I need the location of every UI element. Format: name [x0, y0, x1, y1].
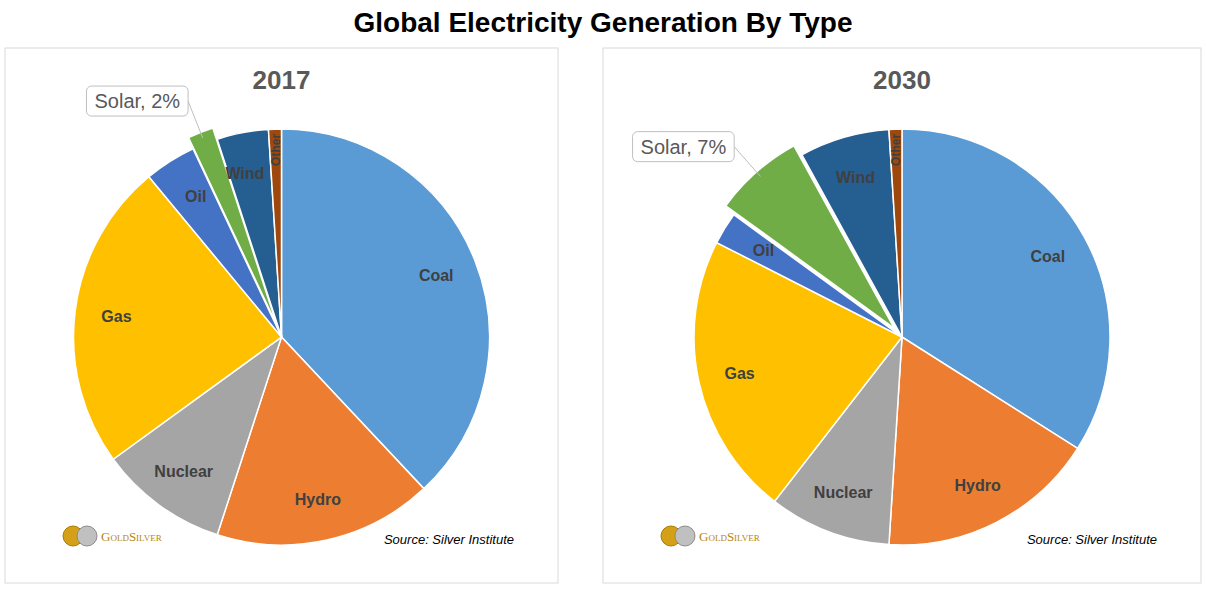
leader-line: [734, 147, 760, 177]
logo-coin: [675, 526, 695, 546]
logo-coin: [77, 526, 97, 546]
source-note: Source: Silver Institute: [384, 532, 514, 547]
slice-labels: Coal Hydro Nuclear Gas Oil Solar, 2% Wind Other: [86, 86, 453, 508]
slices: [73, 128, 489, 545]
source-note: Source: Silver Institute: [1027, 532, 1157, 547]
slice-label: Nuclear: [154, 463, 213, 480]
slice-label: Nuclear: [814, 484, 873, 501]
callout-box: [86, 86, 188, 116]
slice-label: Gas: [724, 365, 754, 382]
slice-label: Oil: [753, 242, 774, 259]
panel-frame: [5, 48, 558, 583]
slice-label: Oil: [185, 188, 206, 205]
main-title: Global Electricity Generation By Type: [354, 7, 853, 38]
slice-label: Gas: [101, 308, 131, 325]
pie-slice: [802, 129, 902, 337]
panel-frame: [603, 48, 1201, 583]
logo-text: GoldSilver: [101, 529, 162, 544]
pie-panel: 2030 Coal Hydro Nuclear Gas Oil Solar, 7% Wind O…: [603, 48, 1201, 583]
callout-label: Solar, 2%: [94, 90, 180, 112]
pie-title: 2017: [253, 65, 311, 95]
pie-panel: 2017 Coal Hydro Nuclear Gas Oil Solar, 2% Wind O…: [5, 48, 558, 583]
slice-label: Hydro: [295, 491, 341, 508]
callout-label: Solar, 7%: [641, 136, 727, 158]
leader-line: [188, 101, 203, 138]
slice-labels: Coal Hydro Nuclear Gas Oil Solar, 7% Wind Other: [633, 132, 1066, 502]
pie-title: 2030: [873, 65, 931, 95]
slice-label: Other: [269, 134, 283, 166]
logo-text: GoldSilver: [699, 529, 760, 544]
slice-label: Other: [889, 134, 903, 166]
slice-label: Wind: [836, 169, 875, 186]
callout-box: [633, 132, 735, 162]
slice-label: Coal: [419, 267, 454, 284]
slice-label: Coal: [1030, 248, 1065, 265]
pie-slice: [889, 337, 1078, 545]
logo: GoldSilver: [661, 526, 760, 546]
callout: Solar, 2%: [86, 86, 202, 138]
callout: Solar, 7%: [633, 132, 761, 177]
logo: GoldSilver: [63, 526, 162, 546]
chart-root: Global Electricity Generation By Type 201…: [0, 0, 1206, 590]
slice-label: Hydro: [954, 477, 1000, 494]
slice-label: Wind: [225, 165, 264, 182]
slices: [694, 129, 1110, 545]
